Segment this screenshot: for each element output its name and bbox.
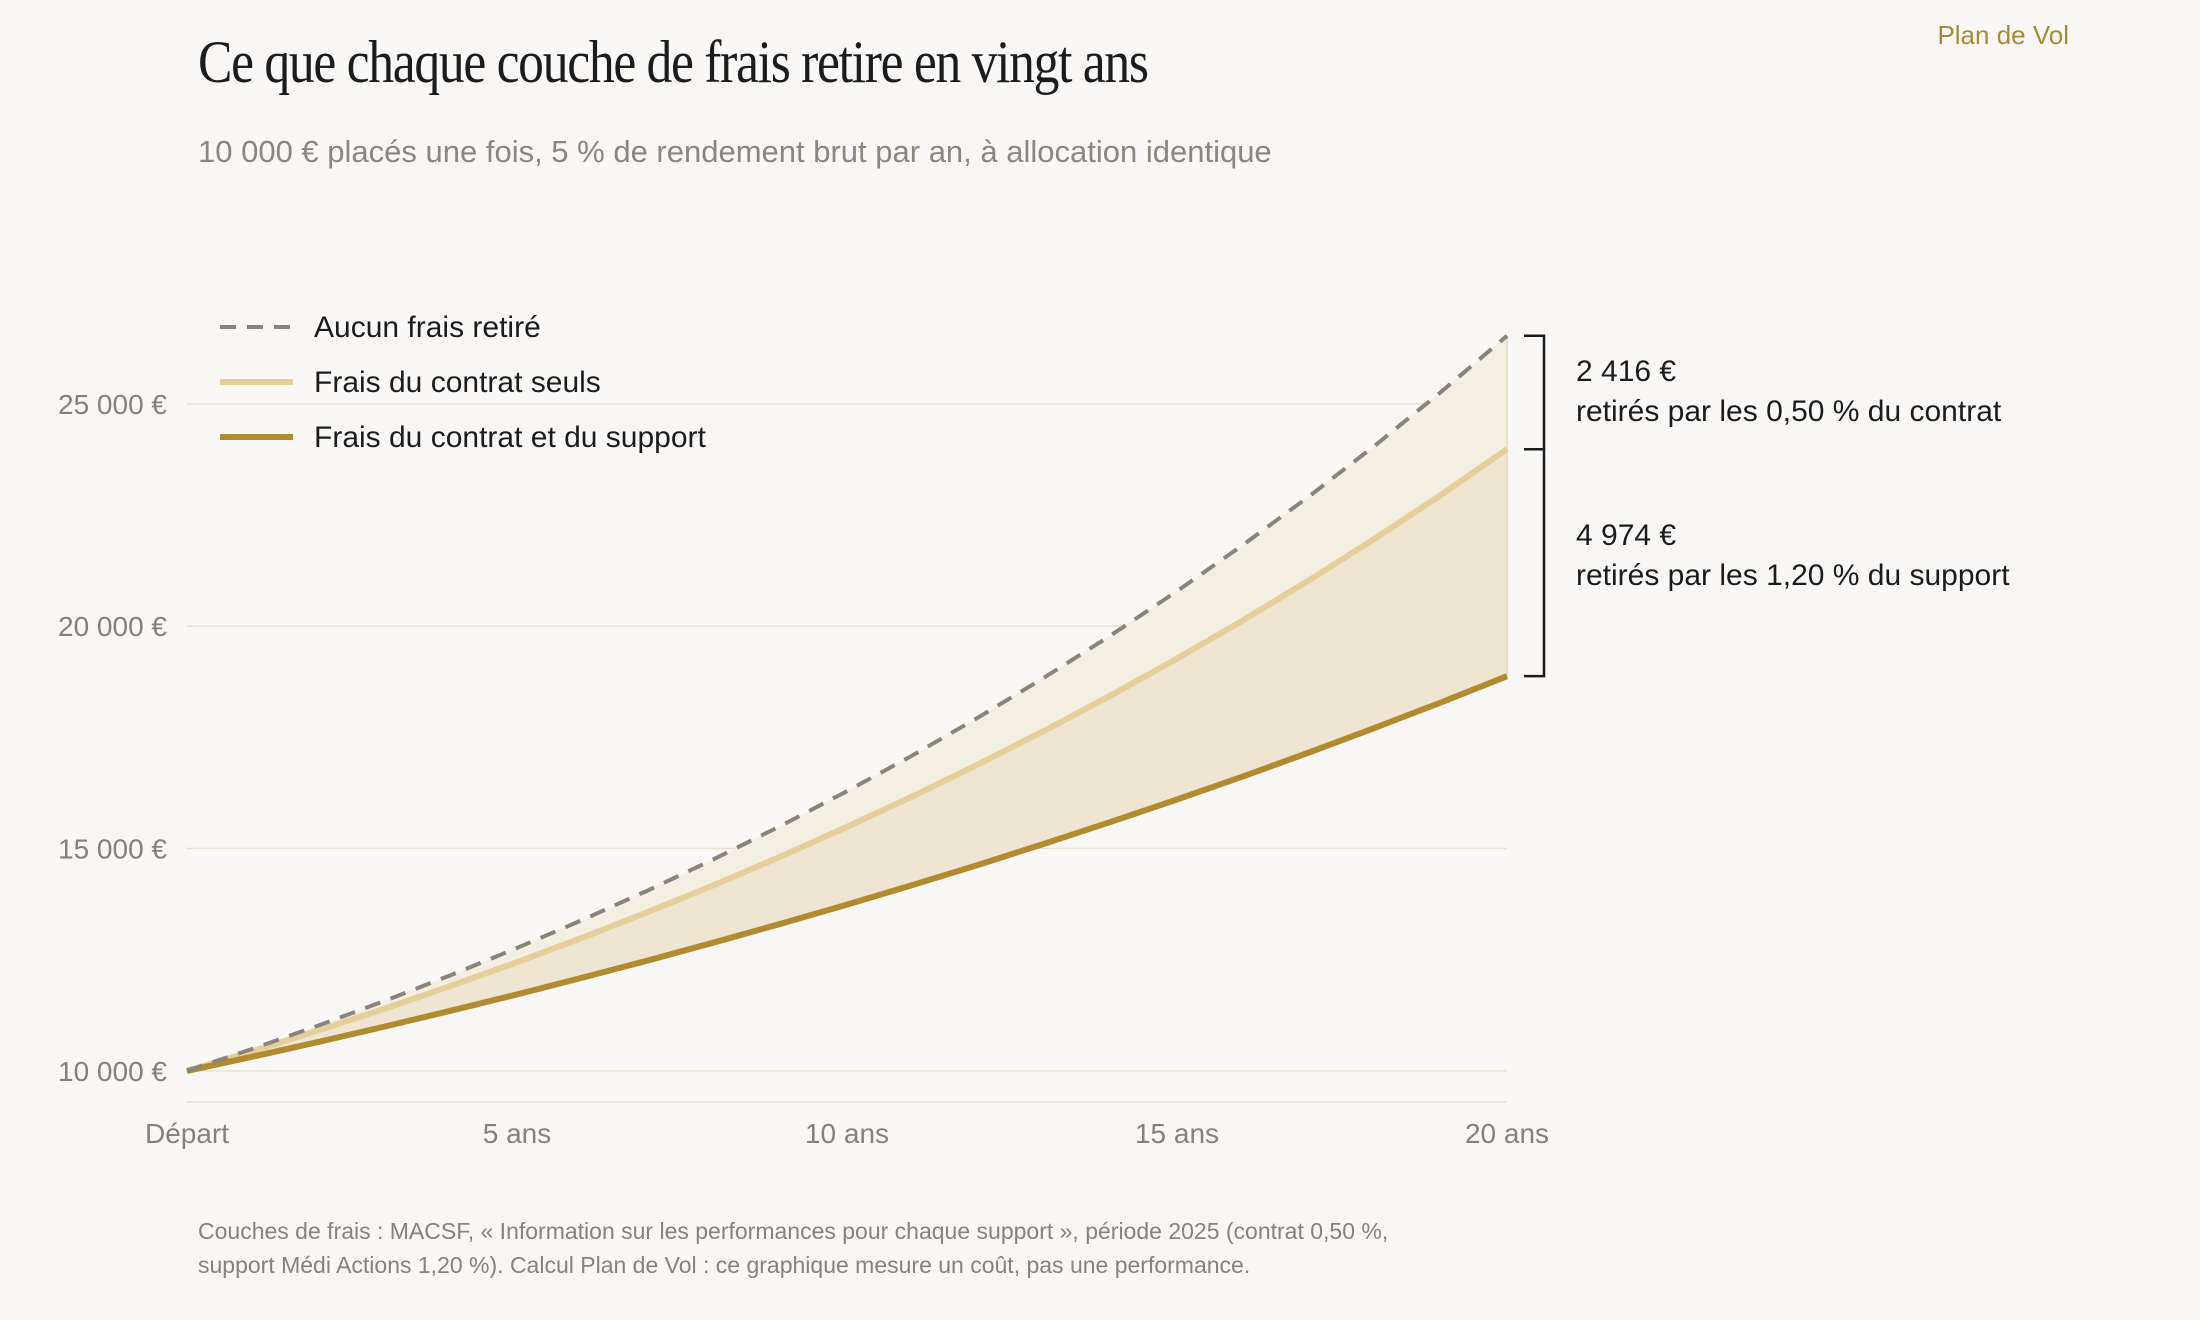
y-tick-label: 10 000 € [58,1056,167,1087]
series-line-no-fees [186,334,1509,1073]
y-tick-label: 20 000 € [58,611,167,642]
legend-label: Frais du contrat et du support [314,421,707,454]
source-line-2: support Médi Actions 1,20 %). Calcul Pla… [198,1252,1251,1278]
legend-label: Aucun frais retiré [314,311,541,344]
y-tick-label: 25 000 € [58,389,167,420]
source-line-1: Couches de frais : MACSF, « Information … [198,1218,1389,1244]
chart-title: Ce que chaque couche de frais retire en … [198,29,1149,95]
bracket-contract [1524,334,1546,451]
x-tick-label: 5 ans [483,1118,552,1149]
brand-label: Plan de Vol [1937,20,2069,50]
x-tick-label: 10 ans [805,1118,889,1149]
x-tick-label: 20 ans [1465,1118,1549,1149]
x-tick-label: 15 ans [1135,1118,1219,1149]
series-line-contract-only [186,446,1509,1074]
legend-label: Frais du contrat seuls [314,366,601,399]
bracket-support [1524,447,1546,678]
x-tick-label: Départ [145,1118,229,1149]
y-tick-label: 15 000 € [58,834,167,865]
annotation-value: 2 416 € [1576,355,1676,388]
band-support-fees [187,449,1507,1071]
annotation-value: 4 974 € [1576,519,1676,552]
annotation-label: retirés par les 1,20 % du support [1576,559,2010,592]
source-note: Couches de frais : MACSF, « Information … [198,1214,1598,1282]
series-line-contract-support [186,673,1509,1074]
annotation-label: retirés par les 0,50 % du contrat [1576,395,2002,428]
chart-subtitle: 10 000 € placés une fois, 5 % de rendeme… [198,134,1272,169]
